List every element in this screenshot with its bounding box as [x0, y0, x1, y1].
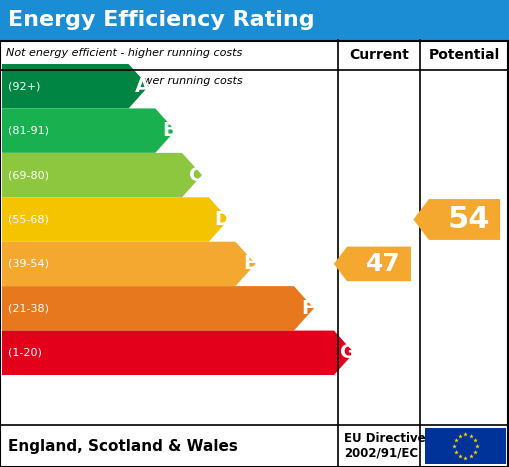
- Text: G: G: [340, 343, 356, 362]
- Text: (92+): (92+): [8, 81, 40, 91]
- Bar: [425, 428, 506, 464]
- Bar: [0, 0, 509, 40]
- Text: (81-91): (81-91): [8, 126, 49, 135]
- Polygon shape: [2, 242, 256, 286]
- Polygon shape: [2, 331, 354, 375]
- Text: (1-20): (1-20): [8, 348, 42, 358]
- Text: (55-68): (55-68): [8, 214, 49, 225]
- Text: D: D: [215, 210, 231, 229]
- Text: Not energy efficient - higher running costs: Not energy efficient - higher running co…: [6, 48, 242, 58]
- Text: C: C: [189, 166, 203, 184]
- Text: 54: 54: [447, 205, 490, 234]
- Text: B: B: [162, 121, 177, 140]
- Text: Potential: Potential: [429, 48, 500, 62]
- Polygon shape: [2, 64, 149, 108]
- Text: EU Directive
2002/91/EC: EU Directive 2002/91/EC: [344, 432, 426, 460]
- Text: (39-54): (39-54): [8, 259, 49, 269]
- Text: (69-80): (69-80): [8, 170, 49, 180]
- Text: A: A: [135, 77, 150, 96]
- Polygon shape: [334, 247, 411, 281]
- Polygon shape: [413, 199, 500, 240]
- Text: Energy Efficiency Rating: Energy Efficiency Rating: [8, 10, 315, 30]
- Text: Current: Current: [349, 48, 409, 62]
- Text: England, Scotland & Wales: England, Scotland & Wales: [8, 439, 238, 453]
- Polygon shape: [2, 197, 229, 242]
- Text: 47: 47: [365, 252, 401, 276]
- Polygon shape: [2, 153, 202, 197]
- Text: F: F: [301, 299, 315, 318]
- Text: E: E: [243, 255, 256, 274]
- Text: (21-38): (21-38): [8, 304, 49, 313]
- Text: Very energy efficient - lower running costs: Very energy efficient - lower running co…: [6, 76, 243, 86]
- Polygon shape: [2, 286, 314, 331]
- Polygon shape: [2, 108, 175, 153]
